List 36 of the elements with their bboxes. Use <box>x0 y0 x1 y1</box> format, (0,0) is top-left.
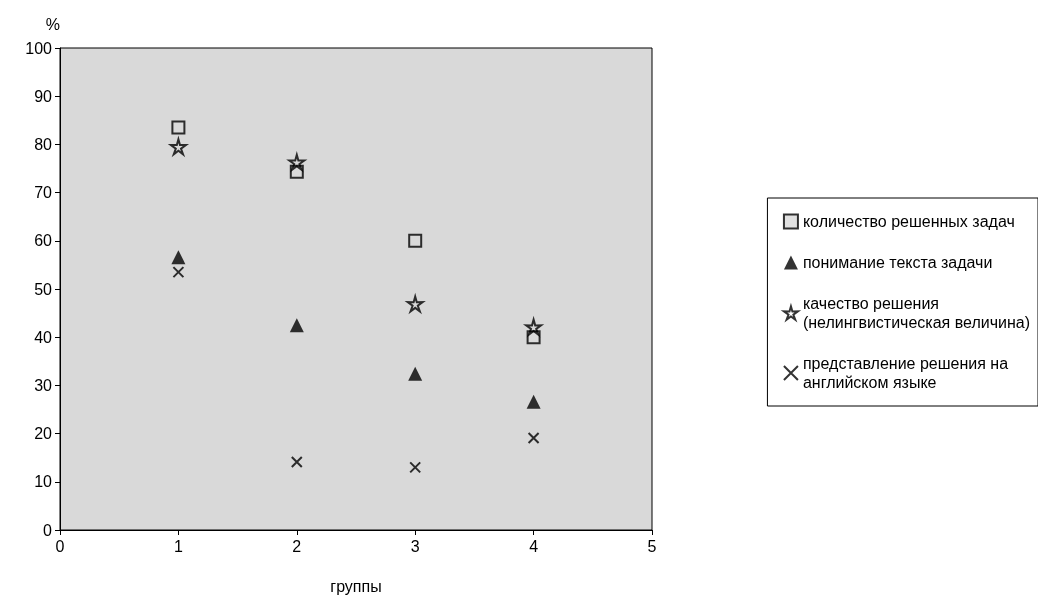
point <box>404 293 426 315</box>
point <box>171 250 186 265</box>
y-tick-label: 70 <box>34 184 53 202</box>
y-tick-label: 50 <box>34 280 53 298</box>
y-axis-title: % <box>45 15 60 33</box>
y-tick-label: 100 <box>25 39 53 57</box>
y-tick-label: 90 <box>34 87 53 105</box>
point <box>171 120 186 135</box>
y-tick-label: 60 <box>34 232 53 250</box>
x-tick-label: 4 <box>529 537 539 555</box>
y-tick-label: 40 <box>34 328 53 346</box>
y-tick-label: 80 <box>34 135 53 153</box>
point <box>527 431 540 444</box>
point <box>172 266 185 279</box>
legend-label: качество решения (нелингвистическая величина) <box>802 295 1031 331</box>
x-tick-label: 5 <box>647 537 657 555</box>
y-tick-label: 10 <box>34 473 53 491</box>
x-tick-label: 3 <box>410 537 420 555</box>
point <box>408 366 423 381</box>
y-tick-label: 0 <box>43 521 53 539</box>
point <box>290 456 303 469</box>
legend-label: количество решенных задач <box>802 213 1015 230</box>
point <box>409 461 422 474</box>
point <box>526 394 541 409</box>
legend-label: представление решения на английском языке <box>802 355 1009 391</box>
x-tick-label: 0 <box>55 537 65 555</box>
x-axis-title: группы <box>330 577 382 595</box>
legend-label: понимание текста задачи <box>802 254 993 271</box>
x-tick-label: 2 <box>292 537 302 555</box>
x-tick-label: 1 <box>173 537 183 555</box>
point <box>286 151 308 173</box>
y-tick-label: 20 <box>34 425 53 443</box>
point <box>523 316 544 338</box>
y-tick-label: 30 <box>34 376 53 394</box>
point <box>289 318 304 333</box>
point <box>408 233 423 248</box>
